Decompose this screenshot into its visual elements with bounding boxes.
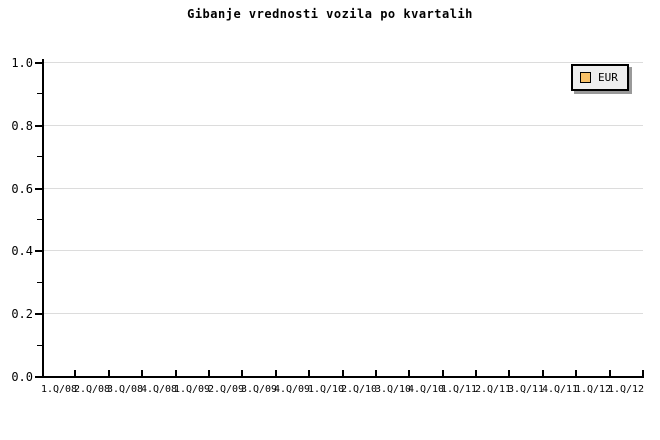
y-minor-tick <box>37 156 42 157</box>
x-tick <box>508 370 510 376</box>
x-tick <box>342 370 344 376</box>
legend: EUR <box>571 64 629 91</box>
y-major-tick <box>35 125 42 127</box>
gridline <box>44 125 643 126</box>
x-tick-label: 1.Q/12 <box>607 384 645 395</box>
y-minor-tick <box>37 345 42 346</box>
x-axis <box>42 376 644 378</box>
y-minor-tick <box>37 219 42 220</box>
y-axis <box>42 59 44 378</box>
x-tick-label: 1.Q/10 <box>307 384 345 395</box>
y-major-tick <box>35 376 42 378</box>
y-major-tick <box>35 188 42 190</box>
x-tick <box>375 370 377 376</box>
y-tick-label: 0.0 <box>11 370 33 384</box>
chart-title: Gibanje vrednosti vozila po kvartalih <box>187 7 473 21</box>
x-tick <box>542 370 544 376</box>
x-tick-label: 2.Q/11 <box>474 384 512 395</box>
gridline <box>44 313 643 314</box>
legend-swatch <box>580 72 591 83</box>
x-tick <box>575 370 577 376</box>
y-minor-tick <box>37 282 42 283</box>
y-major-tick <box>35 250 42 252</box>
x-tick-label: 3.Q/08 <box>106 384 144 395</box>
x-tick <box>475 370 477 376</box>
y-major-tick <box>35 62 42 64</box>
x-tick-label: 4.Q/08 <box>140 384 178 395</box>
y-tick-label: 0.2 <box>11 307 33 321</box>
x-tick <box>74 370 76 376</box>
x-tick <box>642 370 644 376</box>
x-tick <box>241 370 243 376</box>
y-tick-label: 0.8 <box>11 119 33 133</box>
gridline <box>44 250 643 251</box>
gridline <box>44 62 643 63</box>
x-tick <box>308 370 310 376</box>
x-tick <box>175 370 177 376</box>
x-tick-label: 3.Q/10 <box>374 384 412 395</box>
x-tick <box>208 370 210 376</box>
x-tick <box>141 370 143 376</box>
x-tick <box>408 370 410 376</box>
y-tick-label: 0.6 <box>11 182 33 196</box>
x-tick-label: 1.Q/08 <box>40 384 78 395</box>
x-tick <box>442 370 444 376</box>
x-tick-label: 3.Q/09 <box>240 384 278 395</box>
x-tick-label: 1.Q/11 <box>440 384 478 395</box>
x-tick-label: 2.Q/10 <box>340 384 378 395</box>
y-major-tick <box>35 313 42 315</box>
x-tick <box>609 370 611 376</box>
x-tick-label: 4.Q/09 <box>273 384 311 395</box>
y-tick-label: 0.4 <box>11 244 33 258</box>
x-tick <box>108 370 110 376</box>
x-tick-label: 1.Q/09 <box>173 384 211 395</box>
x-tick-label: 4.Q/11 <box>541 384 579 395</box>
x-tick-label: 4.Q/10 <box>407 384 445 395</box>
x-tick-label: 2.Q/09 <box>207 384 245 395</box>
y-minor-tick <box>37 93 42 94</box>
gridline <box>44 188 643 189</box>
y-tick-label: 1.0 <box>11 56 33 70</box>
x-tick <box>275 370 277 376</box>
x-tick-label: 1.Q/12 <box>574 384 612 395</box>
legend-label: EUR <box>598 71 618 84</box>
x-tick-label: 2.Q/08 <box>73 384 111 395</box>
x-tick-label: 3.Q/11 <box>507 384 545 395</box>
